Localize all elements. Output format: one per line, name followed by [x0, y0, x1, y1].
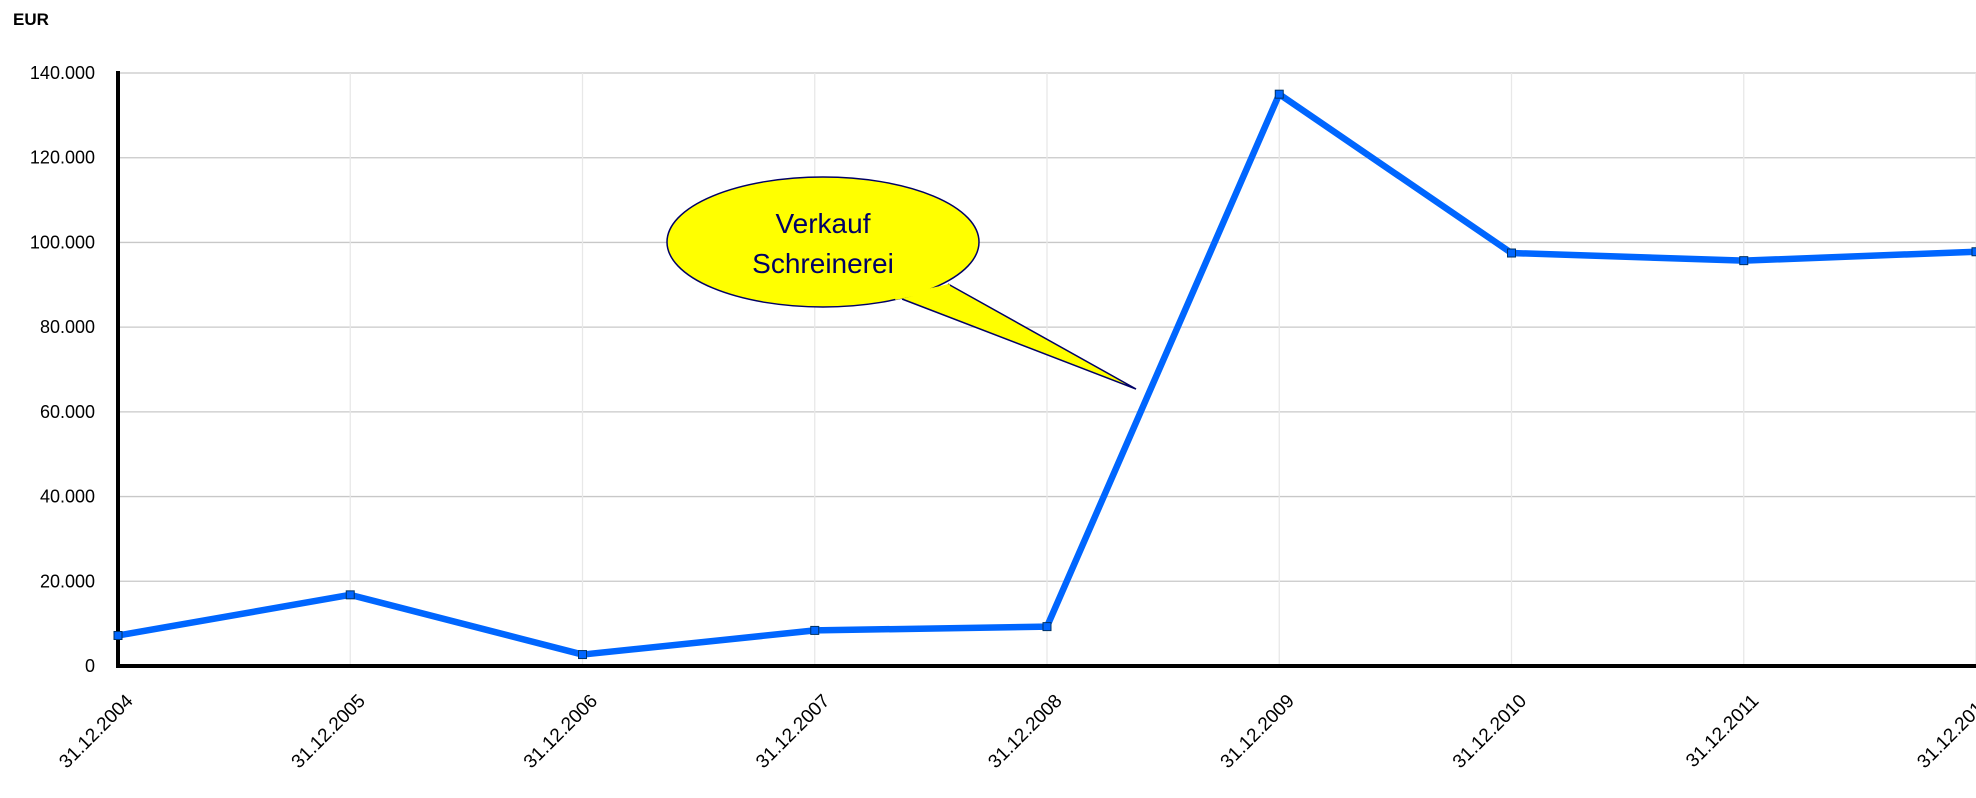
x-tick-label: 31.12.2005 [288, 691, 370, 773]
x-tick-label: 31.12.2009 [1217, 691, 1299, 773]
x-tick-label: 31.12.2011 [1682, 691, 1763, 772]
y-tick-label: 40.000 [40, 487, 95, 507]
y-tick-label: 80.000 [40, 317, 95, 337]
marks [113, 89, 1976, 660]
axes: 0 20.000 40.000 60.000 80.000 100.000 120.000 1… [30, 63, 1976, 773]
x-tick-label: 31.12.2012 [1913, 691, 1976, 773]
point [1274, 89, 1284, 99]
point [1971, 247, 1976, 257]
y-tick-label: 0 [85, 656, 95, 676]
point [345, 590, 355, 600]
point [1507, 248, 1516, 258]
y-tick-label: 120.000 [30, 148, 95, 168]
callout-bubble [666, 176, 980, 308]
x-tick-label: 31.12.2008 [984, 691, 1066, 773]
callout-text: Verkauf [776, 208, 871, 239]
point [810, 625, 820, 635]
point [1042, 622, 1052, 632]
y-tick-label: 60.000 [40, 402, 95, 422]
x-tick-label: 31.12.2004 [55, 690, 137, 772]
callout-text: Schreinerei [752, 248, 894, 279]
callout: Verkauf Schreinerei [666, 176, 1137, 390]
y-tick-label: 140.000 [30, 63, 95, 83]
callout-joint [894, 284, 951, 300]
y-axis-label: EUR [13, 10, 49, 29]
point [1739, 256, 1749, 266]
callout-pointer [901, 283, 1137, 390]
x-tick-label: 31.12.2007 [752, 691, 834, 773]
x-tick-label: 31.12.2010 [1449, 691, 1531, 773]
y-tick-label: 20.000 [40, 571, 95, 591]
point [578, 650, 587, 660]
y-tick-label: 100.000 [30, 232, 95, 252]
grid [118, 72, 1976, 667]
point [113, 631, 123, 641]
x-tick-label: 31.12.2006 [520, 691, 602, 773]
